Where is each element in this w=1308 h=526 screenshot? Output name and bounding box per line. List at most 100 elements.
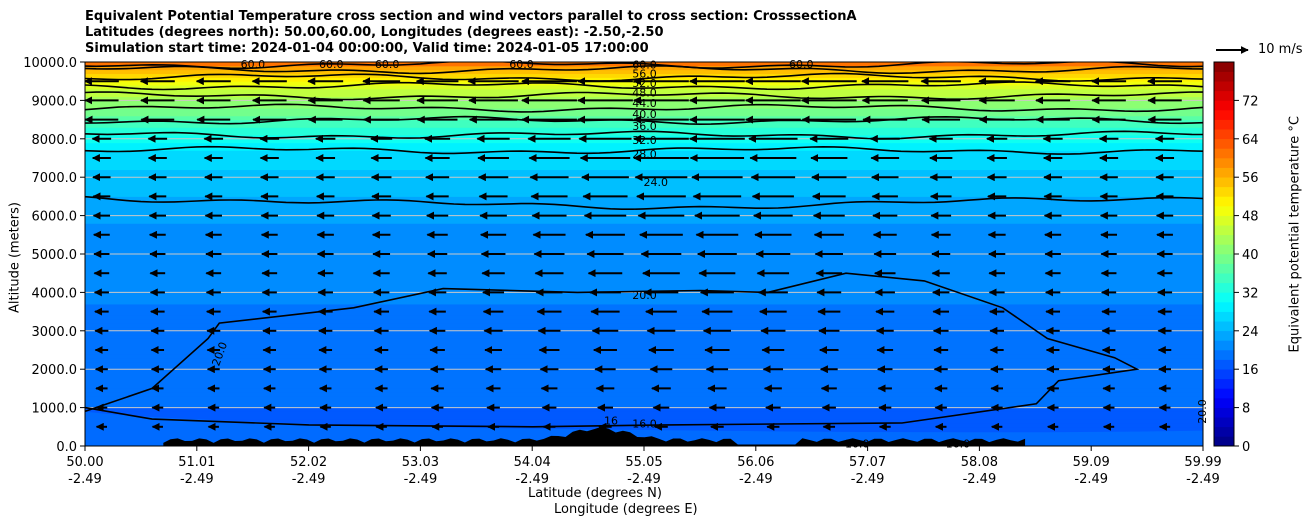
- contour-line-20: [85, 272, 1140, 428]
- x-tick-label-lon: -2.49: [963, 472, 997, 487]
- theta-e-band: [85, 222, 1203, 228]
- theta-e-band: [85, 276, 1203, 282]
- x-tick-label-lon: -2.49: [515, 472, 549, 487]
- colorbar-segment: [1214, 109, 1234, 120]
- theta-e-band: [85, 176, 1203, 182]
- theta-e-band: [85, 364, 1203, 370]
- x-tick-label-lon: -2.49: [1186, 472, 1220, 487]
- theta-e-band: [85, 88, 1203, 94]
- theta-e-band: [85, 307, 1203, 313]
- colorbar-segment: [1214, 128, 1234, 140]
- theta-e-band: [85, 357, 1203, 363]
- colorbar-segment: [1214, 340, 1234, 351]
- contour-line: [85, 62, 1203, 70]
- contour-label: 16.0: [632, 418, 657, 431]
- theta-e-band: [85, 361, 1203, 366]
- theta-e-band: [85, 99, 1203, 105]
- theta-e-band: [85, 280, 1203, 286]
- theta-e-band: [85, 399, 1203, 405]
- contour-label: 60.0: [241, 58, 266, 71]
- colorbar-segment: [1214, 330, 1234, 341]
- terrain-silhouette: [163, 426, 1026, 446]
- theta-e-band: [85, 261, 1203, 267]
- contour-line: [85, 64, 1203, 75]
- colorbar-tick-label: 40: [1242, 248, 1259, 263]
- colorbar-tick-label: 72: [1242, 94, 1259, 109]
- contour-label: 36.0: [632, 120, 657, 133]
- colorbar-segment: [1214, 186, 1234, 197]
- theta-e-band: [85, 84, 1203, 90]
- colorbar-segment: [1214, 378, 1234, 389]
- theta-e-band: [85, 169, 1203, 174]
- x-tick-label-lon: -2.49: [1074, 472, 1108, 487]
- y-tick-label: 1000.0: [32, 402, 78, 417]
- theta-e-band: [85, 145, 1203, 151]
- x-tick-label-lon: -2.49: [292, 472, 326, 487]
- contour-line: [85, 115, 1203, 126]
- x-tick-label-lat: 57.07: [849, 455, 886, 470]
- colorbar-segment: [1214, 119, 1234, 130]
- colorbar-segment: [1214, 359, 1234, 370]
- colorbar-segment: [1214, 349, 1234, 360]
- x-tick-label-lat: 59.99: [1184, 455, 1221, 470]
- y-tick-label: 10000.0: [23, 56, 77, 71]
- theta-e-band: [85, 142, 1203, 147]
- theta-e-band: [85, 126, 1203, 132]
- contour-label: 44.0: [632, 97, 657, 110]
- contour-line: [85, 91, 1203, 101]
- colorbar-ticks: 0 8 16 24 32 40 48 56 64 72: [1234, 94, 1259, 455]
- theta-e-band: [85, 314, 1203, 320]
- theta-e-band: [85, 103, 1203, 109]
- x-tick-label-lat: 58.08: [961, 455, 998, 470]
- colorbar-tick-label: 32: [1242, 286, 1259, 301]
- y-axis-label: Altitude (meters): [7, 202, 23, 313]
- colorbar-tick-label: 48: [1242, 210, 1259, 225]
- theta-e-band: [85, 414, 1203, 420]
- theta-e-band: [85, 368, 1203, 374]
- y-tick-label: 4000.0: [32, 286, 78, 301]
- theta-e-band: [85, 299, 1203, 305]
- theta-e-band: [85, 161, 1203, 167]
- colorbar-tick-label: 8: [1242, 402, 1250, 417]
- colorbar-segment: [1214, 244, 1234, 255]
- y-tick-label: 2000.0: [32, 363, 78, 378]
- contour-label: 16.0: [845, 437, 870, 450]
- x-tick-label-lat: 52.02: [290, 455, 327, 470]
- theta-e-band: [85, 122, 1203, 128]
- colorbar-segment: [1214, 388, 1234, 399]
- colorbar-segment: [1214, 90, 1234, 101]
- colorbar-segment: [1214, 71, 1234, 82]
- contour-label: 20.0: [1196, 399, 1209, 424]
- theta-e-band: [85, 353, 1203, 359]
- theta-e-band: [85, 384, 1203, 389]
- x-tick-label-lat: 50.00: [66, 455, 103, 470]
- contour-label: 16.0: [946, 438, 971, 451]
- contour-label: 20.0: [632, 289, 657, 302]
- colorbar-tick-label: 0: [1242, 440, 1250, 455]
- colorbar-segment: [1214, 148, 1234, 159]
- theta-e-band: [85, 218, 1203, 224]
- y-tick-label: 7000.0: [32, 171, 78, 186]
- colorbar-segment: [1214, 234, 1234, 245]
- theta-e-band: [85, 303, 1203, 309]
- colorbar-segment: [1214, 416, 1234, 428]
- contour-line: [85, 195, 1203, 210]
- x-tick-label-lat: 51.01: [178, 455, 215, 470]
- contour-line: [85, 81, 1203, 91]
- wind-vectors: [85, 77, 1183, 431]
- reference-vector-label: 10 m/s: [1258, 42, 1303, 57]
- theta-e-band: [85, 418, 1203, 424]
- theta-e-band: [85, 199, 1203, 205]
- theta-e-band: [85, 337, 1203, 343]
- y-tick-label: 9000.0: [32, 94, 78, 109]
- x-tick-label-lon: -2.49: [180, 472, 214, 487]
- x-tick-label-lat: 55.05: [625, 455, 662, 470]
- theta-e-band: [85, 376, 1203, 382]
- x-tick-label-lon: -2.49: [68, 472, 102, 487]
- colorbar-segment: [1214, 167, 1234, 178]
- theta-e-band: [85, 330, 1203, 336]
- contour-labels: 60.0 60.0 60.0 60.0 60.0 60.056.052.048.044.0…: [209, 58, 1208, 451]
- theta-e-band: [85, 65, 1203, 71]
- colorbar: [1213, 61, 1235, 447]
